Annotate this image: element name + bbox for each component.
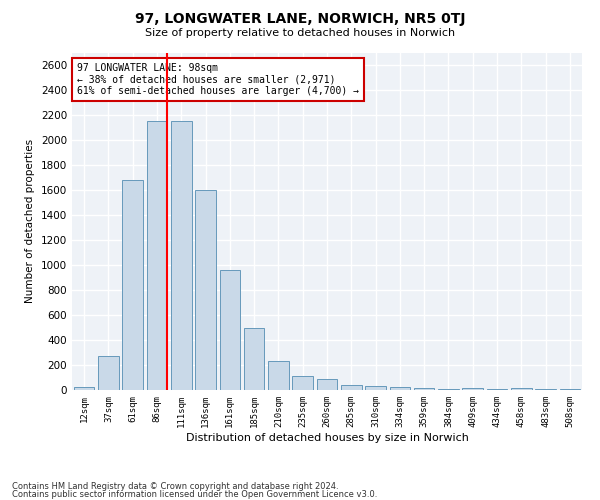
Bar bbox=[438, 389, 459, 390]
Text: Contains public sector information licensed under the Open Government Licence v3: Contains public sector information licen… bbox=[12, 490, 377, 499]
Y-axis label: Number of detached properties: Number of detached properties bbox=[25, 139, 35, 304]
Bar bbox=[171, 121, 191, 390]
Bar bbox=[195, 190, 216, 390]
Bar bbox=[98, 356, 119, 390]
Bar bbox=[365, 386, 386, 390]
Bar bbox=[74, 387, 94, 390]
X-axis label: Distribution of detached houses by size in Norwich: Distribution of detached houses by size … bbox=[185, 432, 469, 442]
Text: Contains HM Land Registry data © Crown copyright and database right 2024.: Contains HM Land Registry data © Crown c… bbox=[12, 482, 338, 491]
Bar bbox=[268, 360, 289, 390]
Bar bbox=[463, 388, 483, 390]
Text: 97, LONGWATER LANE, NORWICH, NR5 0TJ: 97, LONGWATER LANE, NORWICH, NR5 0TJ bbox=[135, 12, 465, 26]
Bar bbox=[511, 388, 532, 390]
Bar bbox=[244, 328, 265, 390]
Text: 97 LONGWATER LANE: 98sqm
← 38% of detached houses are smaller (2,971)
61% of sem: 97 LONGWATER LANE: 98sqm ← 38% of detach… bbox=[77, 62, 359, 96]
Bar bbox=[220, 270, 240, 390]
Bar bbox=[146, 121, 167, 390]
Bar bbox=[389, 387, 410, 390]
Bar bbox=[341, 385, 362, 390]
Bar bbox=[122, 180, 143, 390]
Text: Size of property relative to detached houses in Norwich: Size of property relative to detached ho… bbox=[145, 28, 455, 38]
Bar bbox=[317, 379, 337, 390]
Bar bbox=[414, 388, 434, 390]
Bar bbox=[292, 376, 313, 390]
